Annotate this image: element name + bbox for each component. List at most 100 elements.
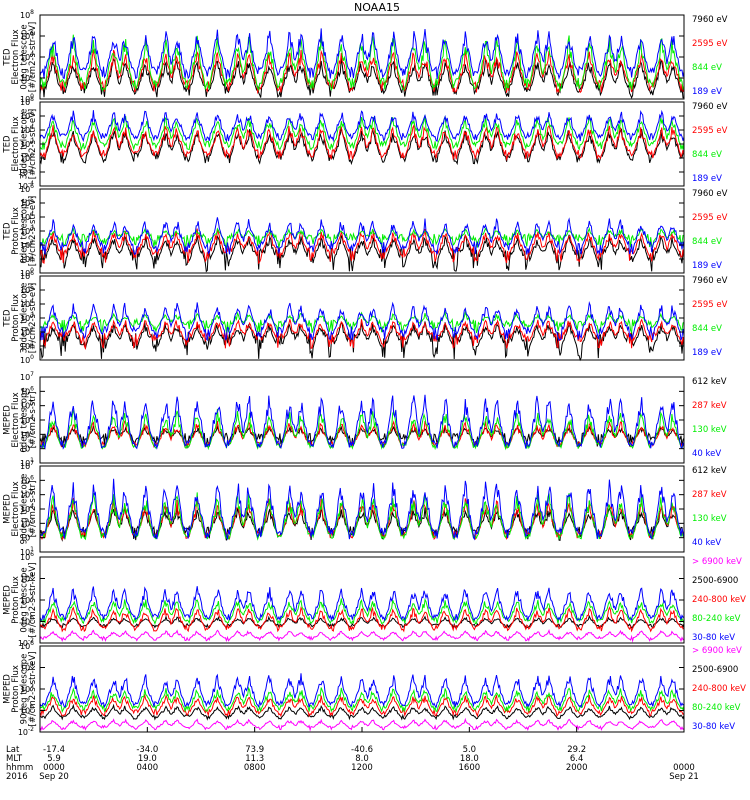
- y-tick-label: 104: [20, 573, 34, 584]
- legend-entry: 7960 eV: [692, 276, 728, 286]
- y-tick-label: 106: [20, 110, 34, 121]
- x-tick-label: 0400: [137, 763, 159, 773]
- panels: 100 102 104 106 108 TEDElectron Flux0deg tele…: [2, 9, 746, 737]
- series-line: [39, 673, 685, 709]
- axes-frame: [39, 556, 685, 644]
- y-tick-label: 104: [20, 662, 34, 673]
- series-line: [39, 228, 685, 265]
- y-tick-label: 104: [20, 414, 34, 425]
- legend-entry: 240-800 keV: [692, 684, 746, 694]
- x-tick-label: 0800: [244, 763, 266, 773]
- y-tick-label: 10-4: [18, 180, 34, 191]
- legend-entry: 844 eV: [692, 324, 722, 334]
- series-line: [39, 703, 685, 721]
- y-tick-label: 104: [20, 51, 34, 62]
- y-tick-label: 101: [20, 457, 34, 468]
- panel-3: 100 101 102 103 104 105 106 TEDProton Flux0deg …: [2, 183, 727, 278]
- series-group: [39, 673, 685, 732]
- legend-entry: 7960 eV: [692, 189, 728, 199]
- series-line: [39, 693, 685, 718]
- panel-1: 100 102 104 106 108 TEDElectron Flux0deg tele…: [2, 9, 727, 104]
- legend-entry: 844 eV: [692, 63, 722, 73]
- y-tick-label: 103: [20, 225, 34, 236]
- legend-entry: 7960 eV: [692, 102, 728, 112]
- legend-entry: 40 keV: [692, 449, 721, 459]
- y-tick-label: 103: [20, 428, 34, 439]
- x-tick-label: 0000: [673, 763, 695, 773]
- series-line: [39, 606, 685, 633]
- legend-entry: 2500-6900: [692, 576, 738, 586]
- y-tick-label: 107: [20, 371, 34, 382]
- series-line: [39, 123, 685, 162]
- x-tick-label: 73.9: [245, 745, 264, 755]
- y-tick-label: 102: [20, 594, 34, 605]
- legend-entry: 189 eV: [692, 87, 722, 97]
- series-line: [39, 321, 685, 362]
- legend-entry: 189 eV: [692, 261, 722, 271]
- axes-frame: [39, 376, 685, 464]
- y-tick-label: 102: [20, 72, 34, 83]
- panel-4: 100 101 102 103 104 105 106 TEDProton Flux30deg…: [2, 270, 727, 365]
- y-tick-label: 106: [20, 474, 34, 485]
- x-tick-label: 1200: [351, 763, 373, 773]
- series-line: [39, 717, 685, 732]
- y-tick-label: 104: [20, 503, 34, 514]
- legend-entry: 287 keV: [692, 490, 727, 500]
- y-tick-label: 106: [20, 183, 34, 194]
- legend-entry: 2595 eV: [692, 126, 728, 136]
- legend-entry: 80-240 keV: [692, 703, 741, 713]
- y-tick-label: 102: [20, 683, 34, 694]
- legend-entry: 2500-6900: [692, 665, 738, 675]
- legend-entry: 40 keV: [692, 538, 721, 548]
- series-line: [39, 109, 685, 143]
- y-axis-label: MEPEDElectron Flux90deg telescope[#/cm2-…: [2, 474, 38, 545]
- series-line: [39, 614, 685, 630]
- legend-entry: 612 keV: [692, 377, 727, 387]
- series-line: [39, 217, 685, 256]
- y-axis-label: MEPEDProton Flux90deg telescope[#/cm2-s-…: [2, 652, 38, 727]
- x-tick-label: Sep 20: [39, 772, 69, 782]
- legend-entry: 2595 eV: [692, 300, 728, 310]
- y-tick-label: 10-2: [18, 166, 34, 177]
- panel-2: 10-4 10-2 100 102 104 106 108 TEDElectron Flux3…: [2, 96, 727, 191]
- y-tick-label: 106: [20, 640, 34, 651]
- x-row-label: 2016: [6, 772, 28, 782]
- y-tick-label: 108: [20, 9, 34, 20]
- series-group: [39, 300, 685, 362]
- y-tick-label: 105: [20, 400, 34, 411]
- y-tick-label: 101: [20, 546, 34, 557]
- legend-entry: 130 keV: [692, 514, 727, 524]
- y-axis-label: MEPEDElectron Flux0deg telescope[#/cm2-s…: [2, 387, 38, 452]
- y-tick-label: 100: [20, 705, 34, 716]
- legend-entry: 2595 eV: [692, 213, 728, 223]
- x-tick-label: -40.6: [351, 745, 373, 755]
- legend-entry: 612 keV: [692, 466, 727, 476]
- series-line: [39, 28, 685, 80]
- legend-entry: 130 keV: [692, 425, 727, 435]
- x-tick-label: -34.0: [136, 745, 158, 755]
- legend-entry: 844 eV: [692, 237, 722, 247]
- series-group: [39, 394, 685, 451]
- series-line: [39, 34, 685, 93]
- x-row-label: Lat: [6, 745, 20, 755]
- y-tick-label: 10-2: [18, 726, 34, 737]
- series-line: [39, 127, 685, 166]
- y-tick-label: 100: [20, 354, 34, 365]
- legend-entry: > 6900 keV: [692, 557, 742, 567]
- series-group: [39, 28, 685, 99]
- series-line: [39, 300, 685, 342]
- series-line: [39, 114, 685, 152]
- x-tick-label: Sep 21: [669, 772, 699, 782]
- series-line: [39, 628, 685, 643]
- legend-entry: 30-80 keV: [692, 633, 735, 643]
- x-row-label: hhmm: [6, 763, 33, 773]
- x-tick-label: -17.4: [43, 745, 65, 755]
- y-tick-label: 105: [20, 284, 34, 295]
- panel-5: 101 102 103 104 105 106 107 MEPEDElectron Flux0…: [2, 371, 727, 468]
- legend-entry: 240-800 keV: [692, 595, 746, 605]
- series-line: [39, 310, 685, 335]
